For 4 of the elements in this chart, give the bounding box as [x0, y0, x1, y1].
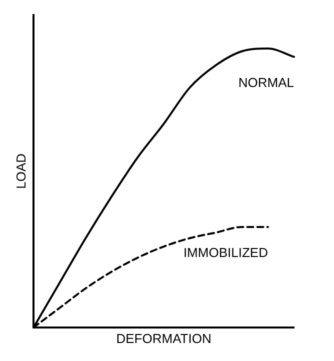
- series-label: IMMOBILIZED: [183, 245, 268, 260]
- y-axis-title: LOAD: [13, 153, 28, 189]
- series-label: NORMAL: [238, 74, 294, 90]
- x-axis-title: DEFORMATION: [116, 330, 212, 346]
